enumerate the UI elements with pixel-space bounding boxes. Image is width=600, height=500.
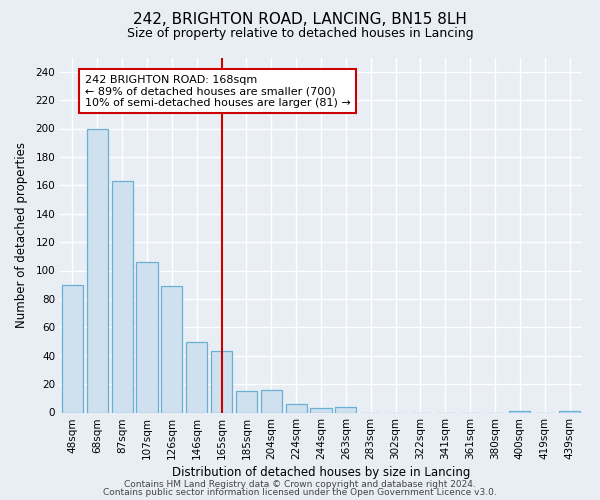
Bar bbox=[509, 411, 530, 412]
Text: Size of property relative to detached houses in Lancing: Size of property relative to detached ho… bbox=[127, 28, 473, 40]
Bar bbox=[211, 352, 232, 412]
Text: Contains public sector information licensed under the Open Government Licence v3: Contains public sector information licen… bbox=[103, 488, 497, 497]
Bar bbox=[261, 390, 282, 412]
Bar bbox=[62, 284, 83, 412]
Bar bbox=[186, 342, 207, 412]
Bar bbox=[112, 181, 133, 412]
Text: 242, BRIGHTON ROAD, LANCING, BN15 8LH: 242, BRIGHTON ROAD, LANCING, BN15 8LH bbox=[133, 12, 467, 28]
Text: Contains HM Land Registry data © Crown copyright and database right 2024.: Contains HM Land Registry data © Crown c… bbox=[124, 480, 476, 489]
Bar bbox=[559, 411, 580, 412]
Bar bbox=[286, 404, 307, 412]
Bar bbox=[136, 262, 158, 412]
Bar bbox=[310, 408, 332, 412]
Bar bbox=[335, 407, 356, 412]
Bar bbox=[236, 391, 257, 412]
Text: 242 BRIGHTON ROAD: 168sqm
← 89% of detached houses are smaller (700)
10% of semi: 242 BRIGHTON ROAD: 168sqm ← 89% of detac… bbox=[85, 74, 350, 108]
Bar bbox=[161, 286, 182, 412]
Bar bbox=[87, 128, 108, 412]
X-axis label: Distribution of detached houses by size in Lancing: Distribution of detached houses by size … bbox=[172, 466, 470, 479]
Y-axis label: Number of detached properties: Number of detached properties bbox=[16, 142, 28, 328]
